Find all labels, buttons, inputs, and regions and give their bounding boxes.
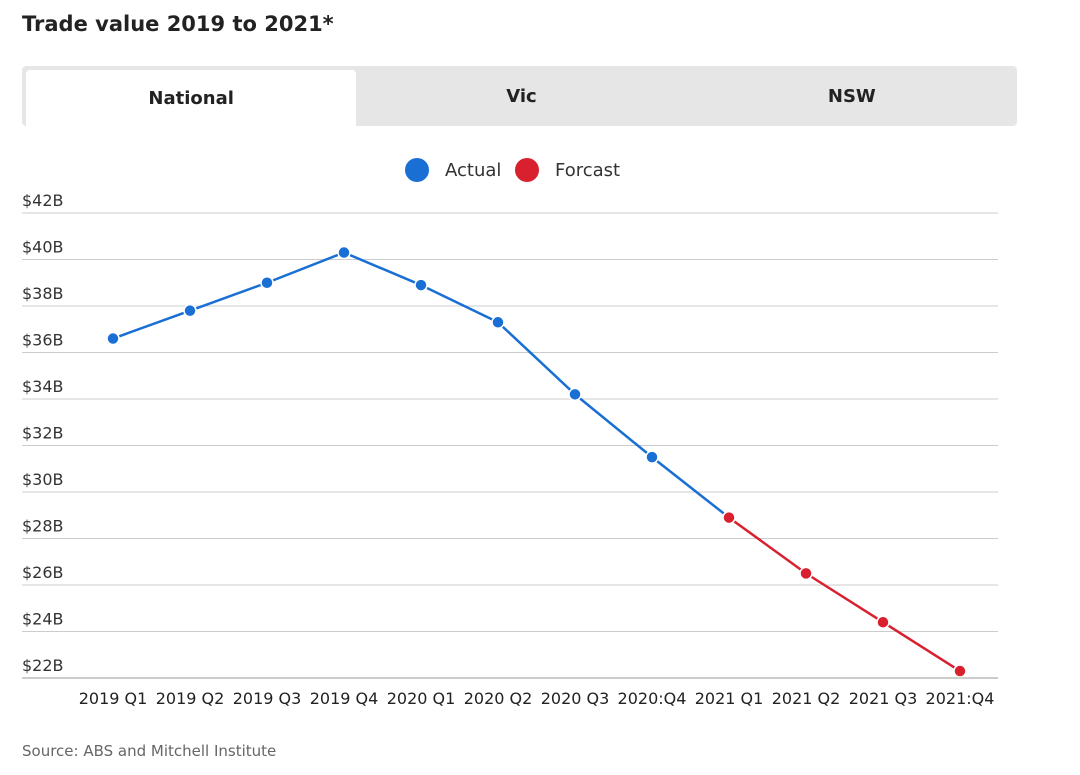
region-tabs: National Vic NSW <box>22 66 1017 126</box>
x-tick-label: 2019 Q1 <box>79 689 148 708</box>
data-point <box>953 664 967 678</box>
x-tick-label: 2020 Q2 <box>464 689 533 708</box>
x-tick-label: 2020 Q3 <box>541 689 610 708</box>
y-tick-label: $40B <box>22 238 64 257</box>
data-point <box>183 303 197 318</box>
x-tick-label: 2020:Q4 <box>618 689 687 708</box>
x-tick-label: 2021 Q1 <box>695 689 764 708</box>
data-point <box>337 245 351 260</box>
y-tick-label: $34B <box>22 377 64 396</box>
legend-marker <box>405 158 429 182</box>
data-point <box>414 278 428 292</box>
y-tick-label: $26B <box>22 563 64 582</box>
data-point <box>722 510 736 525</box>
data-point <box>106 331 120 346</box>
y-tick-label: $36B <box>22 331 64 350</box>
x-tick-label: 2021 Q3 <box>849 689 918 708</box>
y-tick-label: $42B <box>22 191 64 210</box>
x-tick-label: 2021:Q4 <box>926 689 995 708</box>
chart-title: Trade value 2019 to 2021* <box>22 12 334 36</box>
x-tick-label: 2019 Q2 <box>156 689 225 708</box>
y-tick-label: $22B <box>22 656 64 675</box>
y-tick-label: $30B <box>22 470 64 489</box>
series-line <box>728 516 961 673</box>
tab-vic[interactable]: Vic <box>506 85 537 107</box>
legend-label: Actual <box>445 160 501 181</box>
legend-marker <box>515 158 539 182</box>
y-tick-label: $28B <box>22 517 64 536</box>
x-tick-label: 2019 Q3 <box>233 689 302 708</box>
y-tick-label: $32B <box>22 424 64 443</box>
source-note: Source: ABS and Mitchell Institute <box>22 742 277 760</box>
data-point <box>799 566 813 581</box>
data-point <box>260 276 274 290</box>
trade-value-chart: $22B $24B $26B $28B $30B $32B $34B $36B $38B $40B… <box>22 158 998 708</box>
y-tick-label: $38B <box>22 284 64 303</box>
data-point <box>876 615 890 629</box>
data-point <box>568 387 582 402</box>
data-point <box>491 315 505 330</box>
tab-national[interactable]: National <box>26 70 357 126</box>
y-tick-label: $24B <box>22 610 64 629</box>
x-tick-label: 2020 Q1 <box>387 689 456 708</box>
legend-label: Forcast <box>555 160 620 181</box>
x-tick-label: 2019 Q4 <box>310 689 379 708</box>
x-tick-label: 2021 Q2 <box>772 689 841 708</box>
data-point <box>645 450 659 464</box>
tab-nsw[interactable]: NSW <box>827 85 876 107</box>
series-line <box>112 251 730 519</box>
